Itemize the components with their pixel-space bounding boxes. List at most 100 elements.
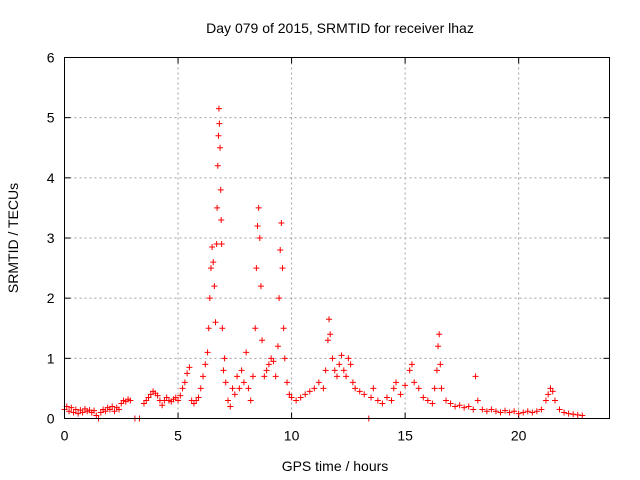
data-point [204,349,211,356]
y-tick-label: 4 [47,170,55,186]
data-point [561,409,568,416]
data-point [552,397,558,404]
data-point [127,397,134,404]
plot-frame [64,57,610,419]
data-point [70,409,77,416]
data-point [206,295,213,302]
data-point [415,385,422,392]
data-point [311,385,318,392]
data-point [145,394,152,401]
data-point [293,397,300,404]
data-point [247,397,254,404]
data-point [277,247,284,254]
data-point [406,367,413,374]
data-point [334,373,340,380]
data-point [506,409,513,416]
y-tick-label: 5 [47,110,55,126]
data-point [211,283,218,290]
data-point [91,407,98,414]
data-point [520,409,527,416]
data-point [219,325,226,332]
data-point [175,397,182,404]
data-point [209,244,216,251]
data-point [109,403,116,410]
data-point [437,361,444,368]
data-point [177,392,184,399]
data-point [222,379,229,386]
data-point [574,411,581,418]
data-point [179,385,186,392]
y-tick-label: 1 [47,350,55,366]
data-point [259,337,266,344]
data-point [329,355,336,362]
data-point [234,373,241,380]
data-point [511,408,518,415]
data-point [268,355,275,362]
data-point [68,404,75,411]
data-point [352,385,359,392]
data-point [288,394,295,401]
data-point [343,373,350,380]
data-point [533,408,540,415]
data-point [447,400,454,407]
data-point [280,325,287,332]
data-point [111,408,118,415]
data-point [402,382,409,389]
data-point [225,397,231,404]
data-point [214,204,221,211]
data-point [93,412,100,419]
data-point [66,408,73,415]
data-point [255,204,262,211]
data-point [390,385,397,392]
data-point [549,388,556,395]
data-point [324,337,331,344]
data-point [263,367,270,374]
x-axis-label: GPS time / hours [282,458,389,474]
data-point [184,370,191,377]
data-point [361,391,368,398]
data-point [472,373,479,380]
data-point [542,397,549,404]
data-point [306,388,313,395]
data-point [340,367,347,374]
data-point [556,406,563,413]
data-point [331,367,338,374]
data-point [75,410,82,417]
data-point [424,397,431,404]
data-point [474,397,481,404]
y-axis-label: SRMTID / TECUs [5,183,21,293]
data-point [97,409,104,416]
data-points [61,105,586,422]
data-point [436,331,443,338]
data-point [205,325,212,332]
data-point [270,358,277,365]
data-point [218,241,225,248]
data-point [227,403,234,410]
data-point [72,406,79,413]
data-point [515,410,522,417]
data-point [102,408,109,415]
data-point [210,259,217,266]
data-point [497,409,504,416]
data-point [315,379,322,386]
data-point [220,367,227,374]
data-point [433,367,440,374]
data-point [279,265,286,272]
data-point [502,407,509,414]
data-point [452,403,459,410]
x-tick-label: 10 [284,428,300,444]
data-point [336,361,343,368]
data-point [479,406,486,413]
data-point [214,162,221,169]
data-point [456,402,463,409]
data-point [461,404,468,411]
data-point [215,105,222,112]
data-point [374,397,381,404]
x-tick-label: 5 [174,428,182,444]
data-point [524,408,531,415]
data-point [483,408,490,415]
data-point [529,409,536,416]
y-tick-label: 3 [47,230,55,246]
data-point [420,394,427,401]
data-point [435,343,442,350]
